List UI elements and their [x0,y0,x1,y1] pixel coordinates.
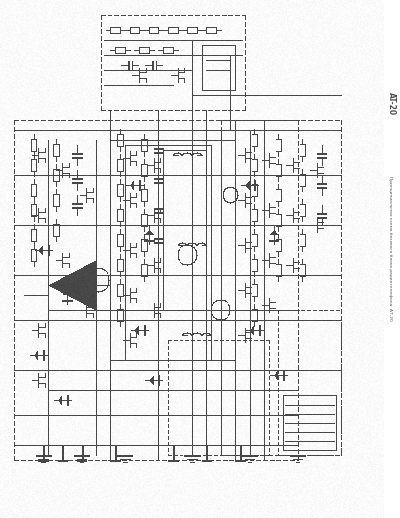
Text: Принципиальная схема базового блока радиотелефона  АТ-20: Принципиальная схема базового блока ради… [388,176,392,321]
Text: AT-20: AT-20 [387,92,396,115]
